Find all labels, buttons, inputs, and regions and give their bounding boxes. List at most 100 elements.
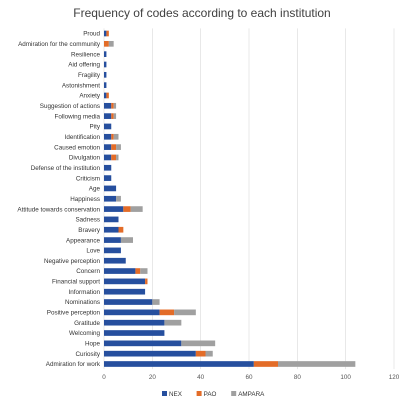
bar-segment-ampara	[116, 195, 121, 202]
bar-segment-nex	[104, 195, 117, 202]
bar-segment-pao	[111, 144, 117, 150]
category-label: Criticism	[76, 175, 100, 182]
bar-segment-nex	[104, 226, 119, 233]
bar-segment-nex	[104, 123, 112, 130]
bar-segment-ampara	[113, 113, 117, 119]
category-label: Following media	[55, 113, 101, 120]
bar-segment-nex	[104, 288, 146, 295]
x-tick-label: 100	[340, 374, 351, 381]
bar-segment-nex	[104, 144, 112, 150]
bar-segment-ampara	[113, 102, 117, 109]
bar-segment-nex	[104, 185, 117, 192]
category-label: Information	[69, 289, 101, 296]
category-label: Concern	[76, 268, 100, 275]
bar-segment-ampara	[116, 144, 121, 150]
bar-segment-pao	[106, 92, 109, 99]
bar-segment-nex	[104, 247, 121, 254]
category-label: Nominations	[65, 299, 100, 306]
bar-segment-ampara	[113, 133, 119, 140]
bar-segment-nex	[104, 102, 112, 109]
value-axis-ticks: 0 20 40 60 80 100 120	[102, 374, 400, 381]
bar-segment-nex	[104, 268, 136, 274]
legend: NEX PAO AMPARA	[162, 391, 265, 398]
x-tick-label: 20	[149, 374, 157, 381]
bar-segment-ampara	[152, 299, 160, 305]
category-label: Welcoming	[69, 330, 101, 337]
bar-segment-nex	[104, 92, 107, 99]
bar-segment-nex	[104, 330, 165, 336]
category-label: Love	[86, 248, 100, 255]
bar-segment-nex	[104, 61, 107, 68]
category-label: Age	[89, 186, 101, 193]
category-label: Resilience	[71, 51, 101, 58]
bar-segment-pao	[111, 102, 114, 109]
x-tick-label: 80	[294, 374, 302, 381]
bar-segment-nex	[104, 71, 107, 78]
category-label: Aid offering	[68, 62, 100, 69]
category-label: Anxiety	[79, 93, 101, 100]
bar-segment-ampara	[140, 268, 148, 274]
bar-segment-pao	[135, 268, 141, 274]
legend-label: AMPARA	[238, 391, 265, 398]
category-label: Happiness	[70, 196, 100, 203]
bar-segment-nex	[104, 133, 112, 140]
bar-segment-pao	[195, 350, 206, 357]
bar-segment-pao	[159, 309, 175, 316]
bar-segment-nex	[104, 113, 112, 119]
category-label: Admiration for the community	[18, 41, 101, 48]
category-label: Identification	[65, 134, 101, 141]
bar-segment-ampara	[181, 340, 216, 347]
bar-segment-pao	[104, 40, 109, 47]
category-label: Admiration for work	[46, 361, 101, 368]
bar-segment-nex	[104, 164, 112, 171]
bar-segment-pao	[111, 133, 114, 140]
legend-label: NEX	[169, 391, 183, 398]
bar-segment-nex	[104, 82, 107, 88]
category-label: Suggestion of actions	[40, 103, 100, 110]
bar-segment-pao	[123, 206, 131, 212]
category-label: Hope	[85, 341, 101, 348]
category-label: Financial support	[52, 279, 100, 286]
bar-segment-pao	[118, 226, 124, 233]
x-tick-label: 60	[245, 374, 253, 381]
category-axis-labels: Proud Admiration for the community Resilie…	[17, 31, 100, 369]
category-label: Bravery	[78, 227, 101, 234]
category-label: Appearance	[66, 237, 100, 244]
legend-label: PAO	[204, 391, 217, 398]
bar-segment-ampara	[108, 40, 114, 47]
bar-segment-nex	[104, 361, 254, 367]
bar-segment-pao	[106, 30, 109, 37]
bar-segment-nex	[104, 154, 112, 161]
category-label: Proud	[83, 31, 100, 38]
bar-segment-nex	[104, 30, 107, 37]
bar-segment-nex	[104, 237, 121, 243]
legend-swatch-pao	[196, 391, 202, 396]
category-label: Negative perception	[44, 258, 101, 265]
category-label: Sadness	[75, 217, 100, 224]
bars	[104, 30, 356, 367]
category-label: Defense of the institution	[31, 165, 101, 172]
category-label: Astonishment	[62, 82, 100, 89]
bar-segment-pao	[253, 361, 278, 367]
category-label: Gratitude	[74, 320, 100, 327]
bar-segment-ampara	[278, 361, 356, 367]
bar-segment-nex	[104, 309, 160, 316]
bar-segment-nex	[104, 340, 182, 347]
bar-segment-nex	[104, 206, 124, 212]
bar-segment-ampara	[174, 309, 196, 316]
bar-segment-ampara	[120, 237, 133, 243]
category-label: Positive perception	[47, 310, 101, 317]
bar-segment-nex	[104, 216, 119, 223]
category-label: Caused emotion	[54, 144, 100, 151]
bar-segment-nex	[104, 299, 153, 305]
bar-segment-nex	[104, 257, 126, 264]
bar-segment-nex	[104, 350, 196, 357]
category-label: Fragility	[78, 72, 101, 79]
bar-segment-nex	[104, 51, 107, 57]
legend-swatch-nex	[162, 391, 167, 396]
bar-segment-pao	[111, 113, 114, 119]
category-label: Attitude towards conservation	[17, 206, 100, 213]
bar-segment-nex	[104, 175, 112, 181]
chart-title: Frequency of codes according to each ins…	[73, 6, 330, 20]
